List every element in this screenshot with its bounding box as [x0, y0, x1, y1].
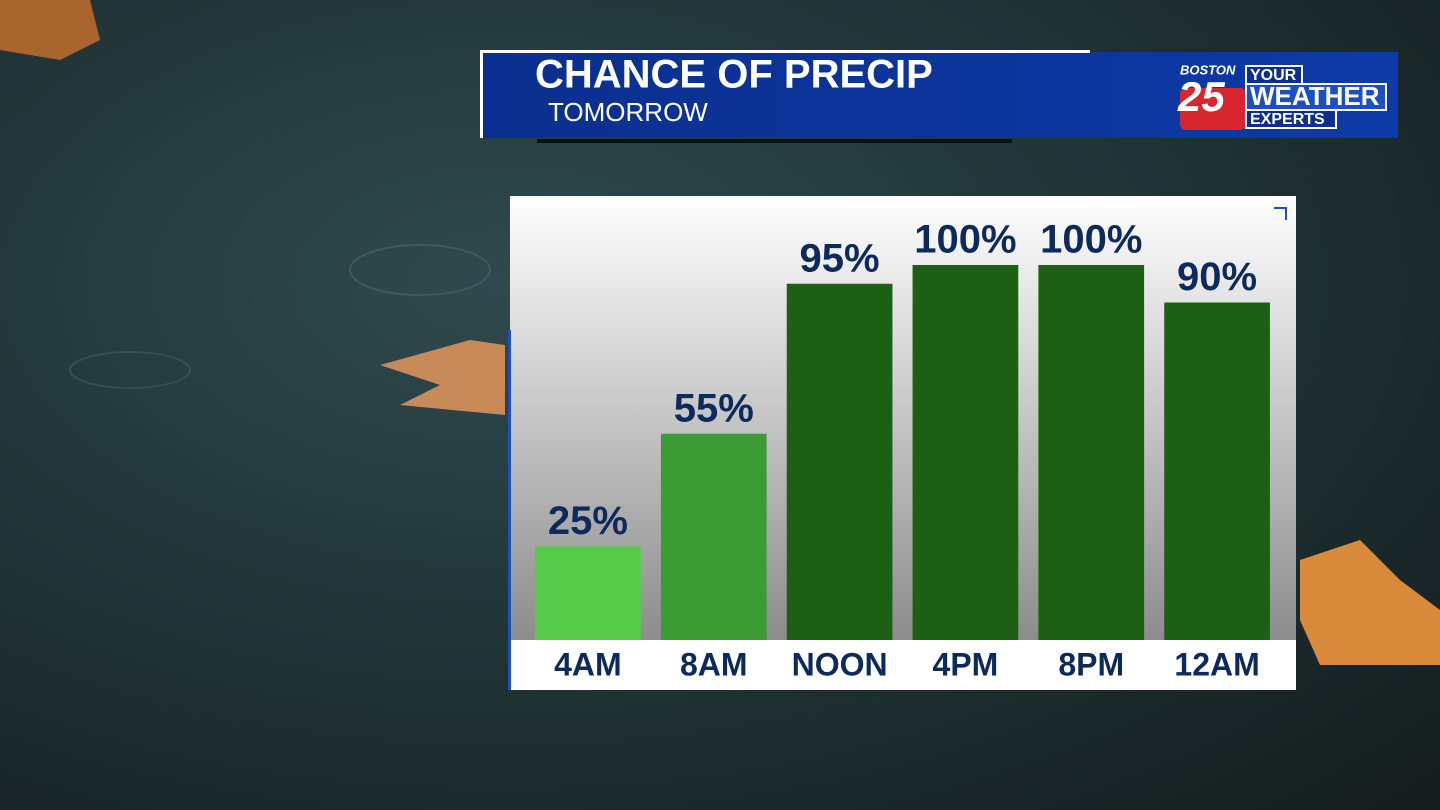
logo-red — [1180, 88, 1246, 130]
logo-box — [1245, 109, 1337, 129]
value-label: 90% — [1177, 255, 1257, 299]
leaf — [380, 340, 505, 415]
bar — [660, 433, 767, 640]
logo-box — [1245, 83, 1387, 111]
bar — [1038, 265, 1145, 640]
logo-text: EXPERTS — [1250, 111, 1325, 128]
x-tick-label: 4PM — [933, 646, 999, 682]
chart-subtitle: TOMORROW — [548, 97, 708, 127]
value-label: 55% — [674, 386, 754, 430]
ripple — [69, 351, 191, 389]
bar — [535, 546, 641, 640]
header-underline — [537, 139, 1012, 143]
value-label: 95% — [800, 236, 880, 280]
logo-text: YOUR — [1250, 67, 1297, 84]
category-strip — [510, 640, 1296, 690]
leaf — [0, 0, 100, 60]
x-tick-label: 8PM — [1058, 646, 1124, 682]
header-edge — [480, 52, 483, 138]
ripple — [349, 244, 491, 296]
logo-channel: 25 — [1177, 73, 1225, 120]
x-tick-label: 12AM — [1174, 646, 1259, 682]
value-label: 100% — [1040, 218, 1142, 262]
chart-title: CHANCE OF PRECIP — [535, 53, 933, 97]
header-rule — [480, 50, 1090, 53]
panel-edge — [508, 330, 511, 690]
leaf — [1300, 540, 1440, 665]
logo-text: WEATHER — [1250, 81, 1380, 111]
logo-city: BOSTON — [1180, 62, 1236, 77]
x-tick-label: 8AM — [680, 646, 748, 682]
x-tick-label: 4AM — [554, 646, 622, 682]
bar — [786, 283, 893, 640]
bar — [1164, 302, 1270, 640]
bar — [912, 265, 1019, 640]
x-tick-label: NOON — [792, 646, 888, 682]
panel-corner — [1274, 207, 1287, 220]
value-label: 25% — [548, 499, 628, 543]
value-label: 100% — [914, 218, 1016, 262]
logo: BOSTON 25 YOUR WEATHER EXPERTS — [1177, 62, 1387, 130]
